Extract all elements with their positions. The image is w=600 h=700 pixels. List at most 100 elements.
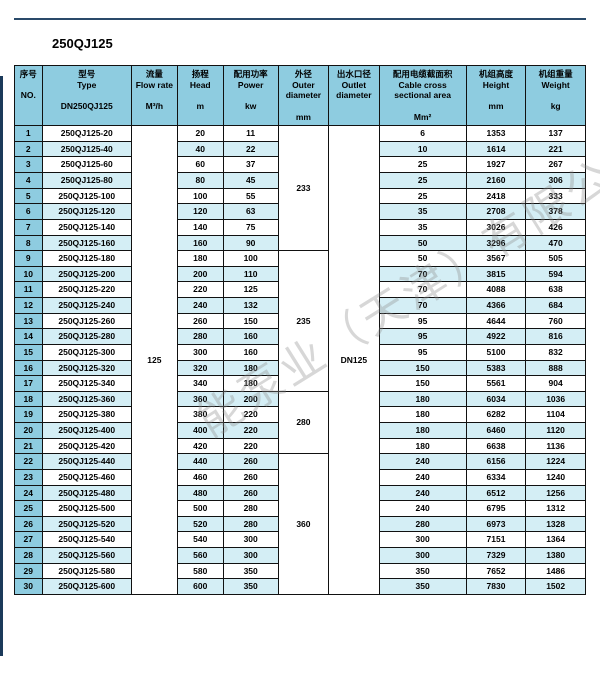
cell-type: 250QJ125-200 <box>42 266 131 282</box>
cell-weight: 426 <box>526 219 586 235</box>
cell-type: 250QJ125-40 <box>42 141 131 157</box>
cell-power: 260 <box>223 485 278 501</box>
cell-type: 250QJ125-460 <box>42 469 131 485</box>
cell-head: 200 <box>177 266 223 282</box>
cell-type: 250QJ125-80 <box>42 173 131 189</box>
table-row: 22250QJ125-44044026036024061561224 <box>15 454 586 470</box>
cell-weight: 904 <box>526 376 586 392</box>
cell-height: 4922 <box>466 329 526 345</box>
cell-cable: 240 <box>379 454 466 470</box>
cell-cable: 350 <box>379 579 466 595</box>
cell-type: 250QJ125-560 <box>42 548 131 564</box>
table-body: 1250QJ125-201252011233DN125613531372250Q… <box>15 126 586 595</box>
cell-type: 250QJ125-420 <box>42 438 131 454</box>
cell-power: 350 <box>223 579 278 595</box>
cell-height: 3026 <box>466 219 526 235</box>
cell-cable: 95 <box>379 344 466 360</box>
cell-type: 250QJ125-180 <box>42 251 131 267</box>
cell-type: 250QJ125-140 <box>42 219 131 235</box>
cell-type: 250QJ125-300 <box>42 344 131 360</box>
cell-cable: 10 <box>379 141 466 157</box>
cell-no: 30 <box>15 579 43 595</box>
cell-head: 220 <box>177 282 223 298</box>
cell-height: 3296 <box>466 235 526 251</box>
cell-cable: 150 <box>379 360 466 376</box>
cell-cable: 240 <box>379 485 466 501</box>
cell-power: 37 <box>223 157 278 173</box>
cell-head: 300 <box>177 344 223 360</box>
cell-power: 300 <box>223 548 278 564</box>
table-row: 18250QJ125-36036020028018060341036 <box>15 391 586 407</box>
cell-power: 280 <box>223 501 278 517</box>
cell-height: 4088 <box>466 282 526 298</box>
cell-no: 6 <box>15 204 43 220</box>
cell-no: 4 <box>15 173 43 189</box>
cell-weight: 1136 <box>526 438 586 454</box>
cell-head: 580 <box>177 563 223 579</box>
cell-head: 240 <box>177 298 223 314</box>
cell-no: 23 <box>15 469 43 485</box>
cell-no: 9 <box>15 251 43 267</box>
cell-cable: 50 <box>379 251 466 267</box>
cell-weight: 1328 <box>526 516 586 532</box>
cell-weight: 638 <box>526 282 586 298</box>
cell-head: 560 <box>177 548 223 564</box>
cell-no: 29 <box>15 563 43 579</box>
cell-no: 27 <box>15 532 43 548</box>
cell-power: 200 <box>223 391 278 407</box>
cell-power: 55 <box>223 188 278 204</box>
cell-type: 250QJ125-160 <box>42 235 131 251</box>
cell-no: 24 <box>15 485 43 501</box>
cell-height: 5561 <box>466 376 526 392</box>
top-divider <box>14 18 586 20</box>
cell-power: 110 <box>223 266 278 282</box>
cell-cable: 50 <box>379 235 466 251</box>
cell-weight: 832 <box>526 344 586 360</box>
cell-type: 250QJ125-480 <box>42 485 131 501</box>
cell-head: 140 <box>177 219 223 235</box>
cell-weight: 1256 <box>526 485 586 501</box>
cell-weight: 1380 <box>526 548 586 564</box>
cell-head: 340 <box>177 376 223 392</box>
cell-od: 233 <box>278 126 328 251</box>
cell-no: 13 <box>15 313 43 329</box>
cell-type: 250QJ125-440 <box>42 454 131 470</box>
cell-height: 1614 <box>466 141 526 157</box>
cell-height: 4644 <box>466 313 526 329</box>
cell-head: 40 <box>177 141 223 157</box>
cell-no: 10 <box>15 266 43 282</box>
cell-height: 7329 <box>466 548 526 564</box>
cell-head: 20 <box>177 126 223 142</box>
cell-type: 250QJ125-540 <box>42 532 131 548</box>
cell-cable: 6 <box>379 126 466 142</box>
cell-power: 260 <box>223 469 278 485</box>
cell-head: 480 <box>177 485 223 501</box>
cell-weight: 505 <box>526 251 586 267</box>
cell-cable: 300 <box>379 532 466 548</box>
cell-no: 19 <box>15 407 43 423</box>
cell-power: 160 <box>223 329 278 345</box>
cell-height: 7652 <box>466 563 526 579</box>
cell-power: 280 <box>223 516 278 532</box>
cell-cable: 180 <box>379 423 466 439</box>
cell-no: 2 <box>15 141 43 157</box>
cell-height: 6334 <box>466 469 526 485</box>
cell-weight: 760 <box>526 313 586 329</box>
cell-no: 16 <box>15 360 43 376</box>
cell-head: 60 <box>177 157 223 173</box>
cell-head: 360 <box>177 391 223 407</box>
cell-no: 3 <box>15 157 43 173</box>
cell-height: 4366 <box>466 298 526 314</box>
cell-no: 14 <box>15 329 43 345</box>
cell-power: 220 <box>223 438 278 454</box>
cell-weight: 378 <box>526 204 586 220</box>
cell-cable: 70 <box>379 298 466 314</box>
cell-no: 18 <box>15 391 43 407</box>
cell-power: 220 <box>223 423 278 439</box>
cell-height: 6460 <box>466 423 526 439</box>
cell-head: 600 <box>177 579 223 595</box>
cell-power: 45 <box>223 173 278 189</box>
cell-cable: 25 <box>379 157 466 173</box>
cell-no: 15 <box>15 344 43 360</box>
cell-type: 250QJ125-100 <box>42 188 131 204</box>
